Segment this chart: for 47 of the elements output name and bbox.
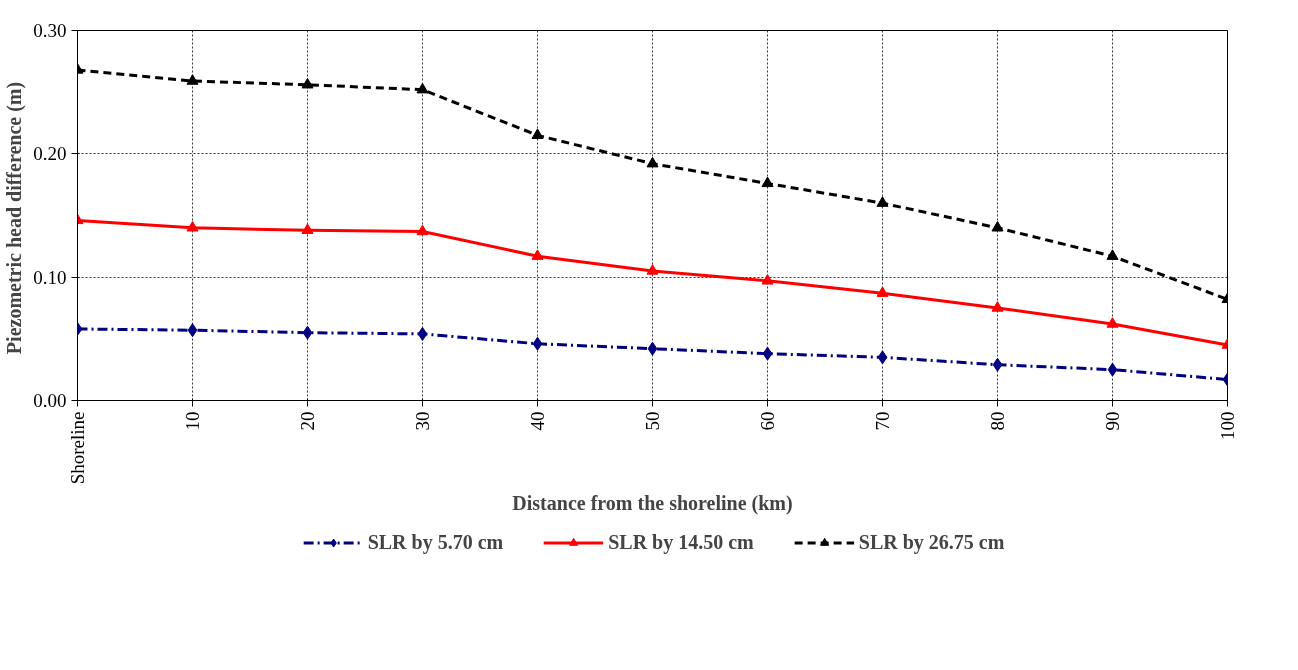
point <box>302 325 313 340</box>
point <box>532 336 543 351</box>
point <box>416 224 429 236</box>
x-tick-label: 50 <box>642 411 663 431</box>
x-tick-label: 90 <box>1102 411 1123 431</box>
point <box>992 357 1003 372</box>
point <box>531 128 544 140</box>
point <box>646 156 659 168</box>
y-tick-label: 0.00 <box>33 390 67 411</box>
x-tick-label: 80 <box>987 411 1008 431</box>
legend-label: SLR by 5.70 cm <box>367 530 504 554</box>
point <box>186 74 199 85</box>
point <box>301 223 314 234</box>
point <box>762 346 773 361</box>
point <box>991 220 1004 232</box>
y-tick-label: 0.10 <box>33 266 67 288</box>
point <box>1107 362 1118 377</box>
x-tick-label: 70 <box>872 411 893 431</box>
point <box>761 274 774 285</box>
y-axis-title: Piezometric head difference (m) <box>3 81 27 355</box>
point <box>646 264 659 275</box>
point <box>186 220 199 232</box>
y-tick-label: 0.30 <box>33 20 67 41</box>
point <box>761 176 774 188</box>
x-tick-label: 20 <box>297 411 318 431</box>
legend-label: SLR by 26.75 cm <box>858 530 1005 554</box>
point <box>531 249 544 260</box>
y-tick-label: 0.20 <box>33 143 67 165</box>
legend-label: SLR by 14.50 cm <box>608 530 754 554</box>
point <box>647 341 658 356</box>
x-tick-label: Shoreline <box>67 411 88 485</box>
x-tick-label: 60 <box>757 411 778 431</box>
x-tick-label: 10 <box>182 411 203 431</box>
point <box>876 286 889 297</box>
point <box>301 77 314 89</box>
x-axis-title: Distance from the shoreline (km) <box>512 492 793 516</box>
point <box>187 323 198 338</box>
point <box>876 196 889 207</box>
point <box>416 82 429 94</box>
point <box>417 326 428 341</box>
x-tick-label: 40 <box>527 411 548 431</box>
x-tick-label: 100 <box>1217 411 1238 440</box>
point <box>991 301 1004 312</box>
point <box>1106 249 1119 260</box>
x-tick-label: 30 <box>412 411 433 431</box>
point <box>877 350 888 365</box>
point <box>1106 317 1119 328</box>
